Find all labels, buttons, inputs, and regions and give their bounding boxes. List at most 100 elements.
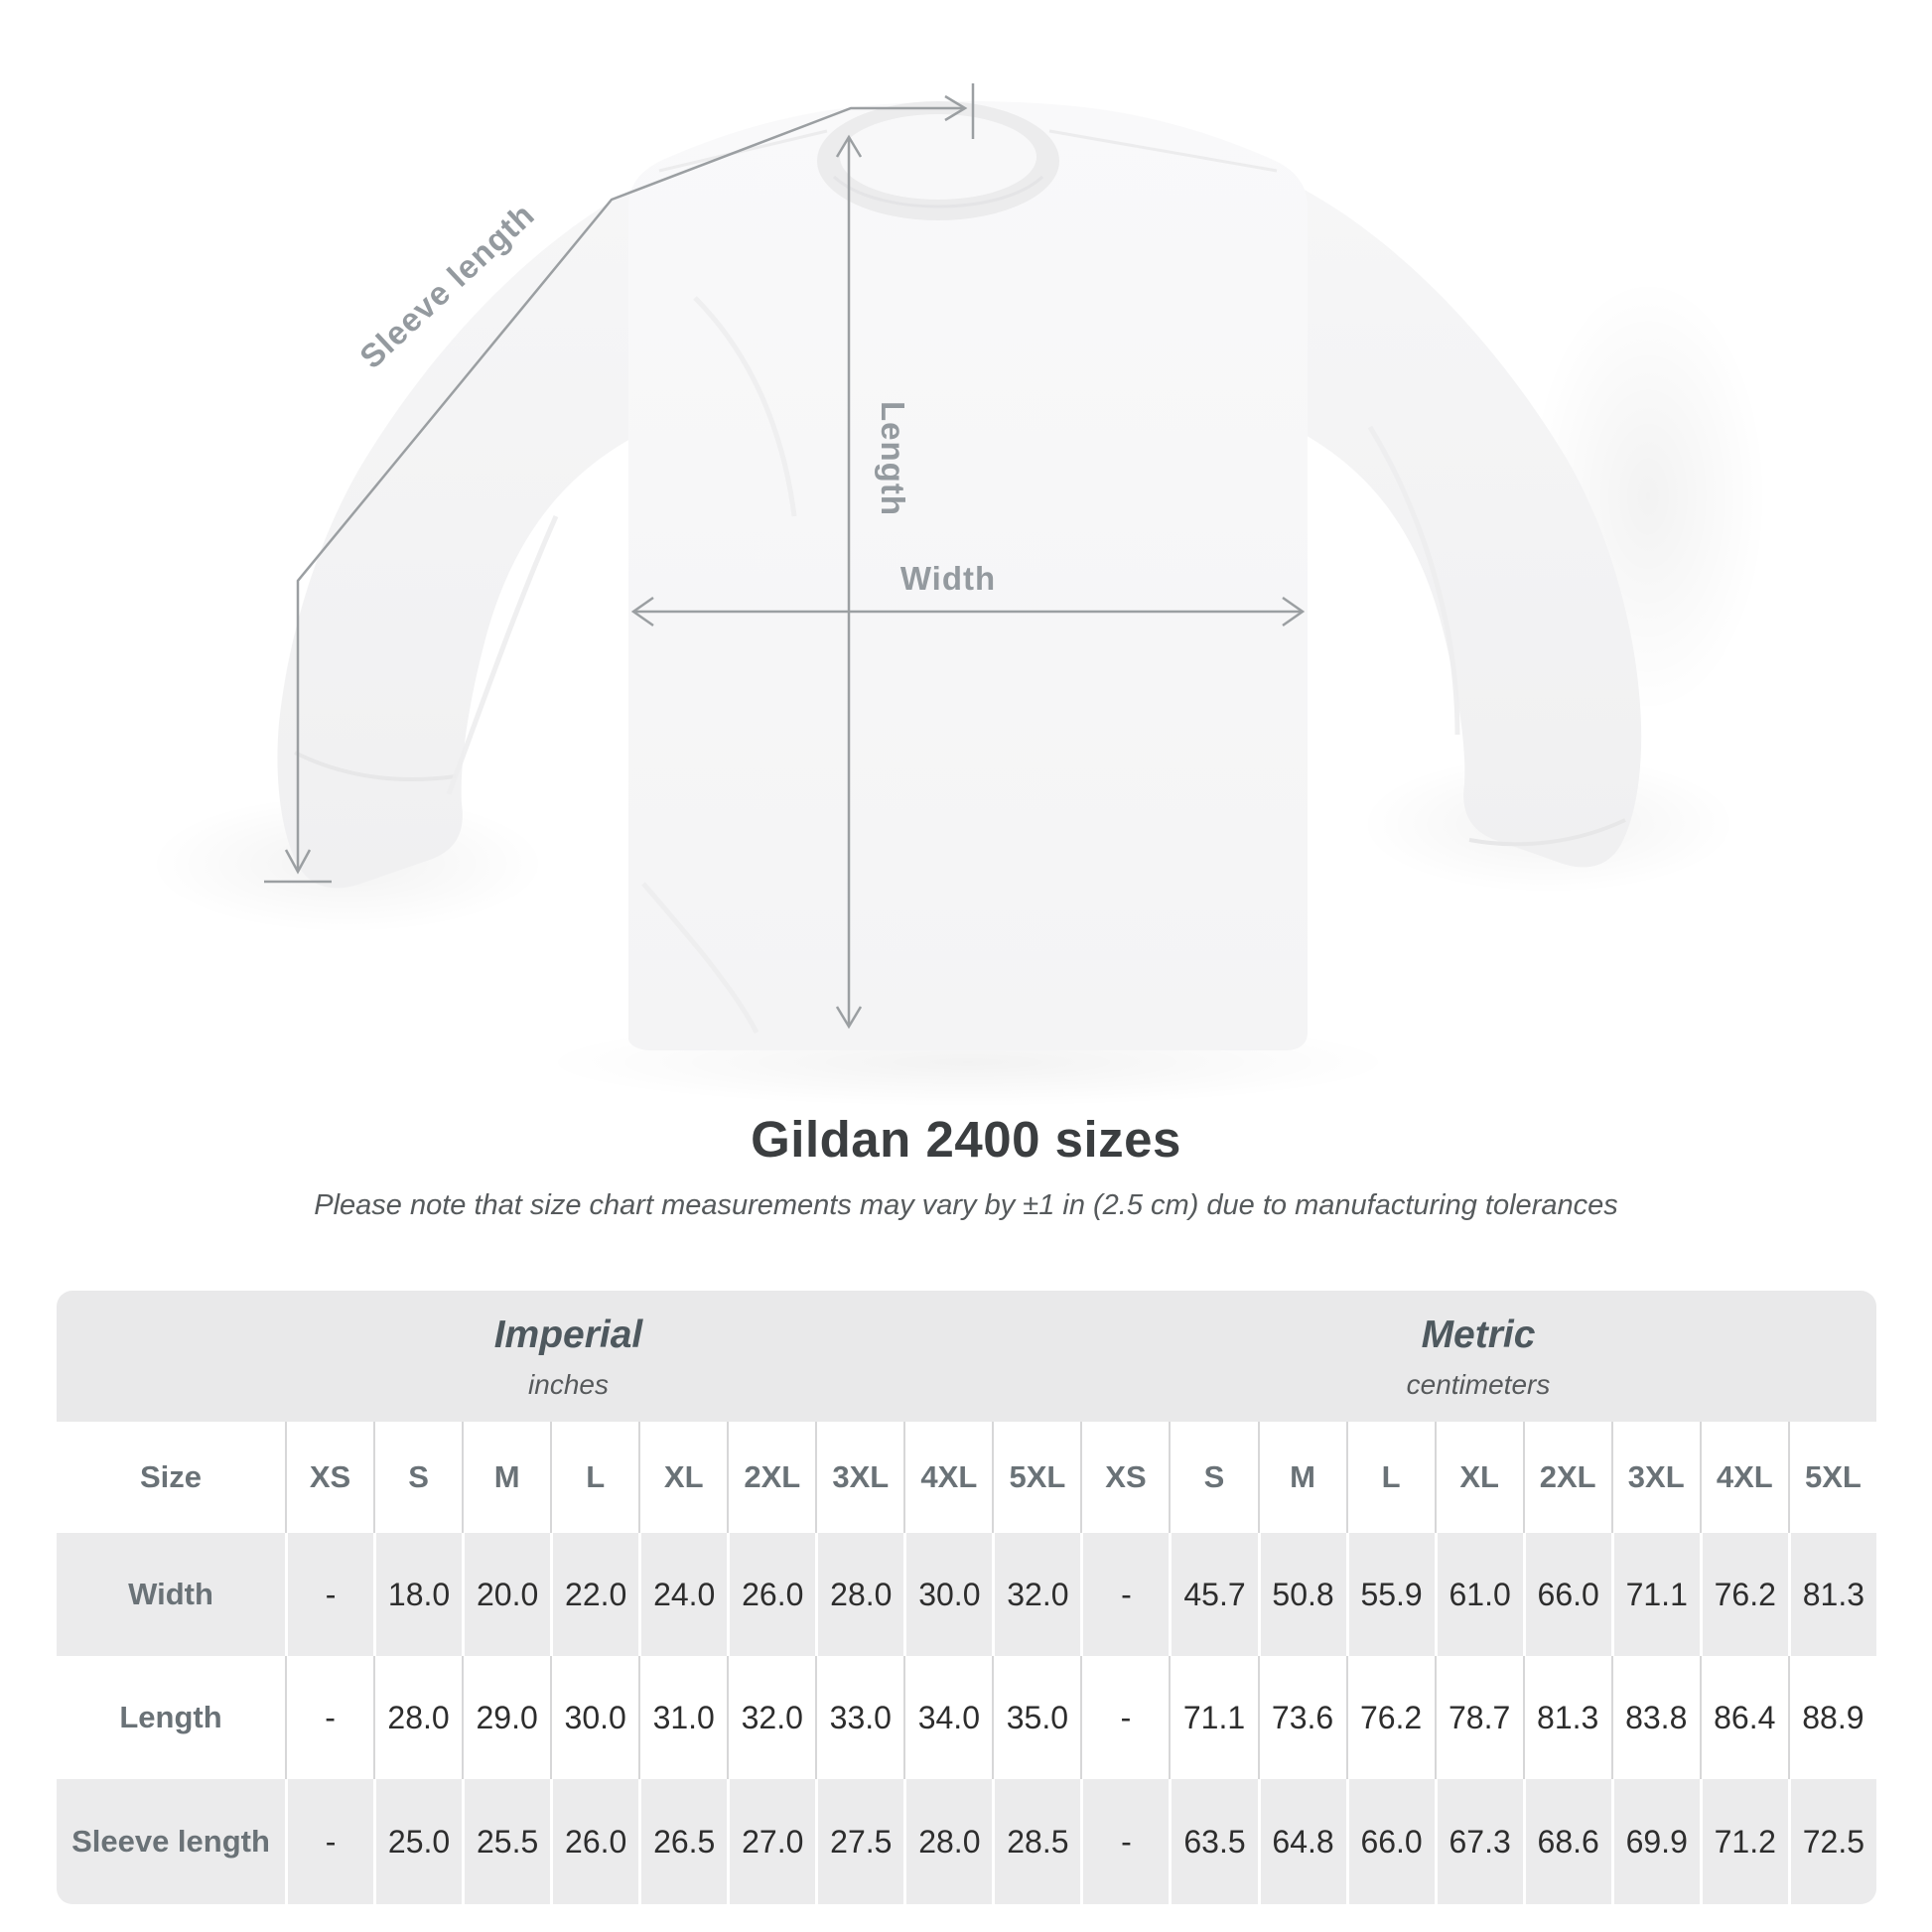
width-label: Width [900,560,996,597]
value-cell: 29.0 [462,1656,551,1779]
metric-header: Metric centimeters [1080,1291,1876,1422]
value-cell: 32.0 [992,1533,1081,1656]
measurements-table: Size XS S M L XL 2XL 3XL 4XL 5XL XS S M … [57,1422,1876,1904]
size-header-cell: S [1169,1422,1258,1533]
size-header-cell: 2XL [727,1422,816,1533]
size-header-cell: M [1257,1422,1346,1533]
value-cell: - [1080,1533,1170,1656]
page-title: Gildan 2400 sizes [751,1111,1181,1168]
value-cell: 69.9 [1610,1779,1700,1904]
value-cell: 71.1 [1169,1656,1258,1779]
size-header-cell: XL [638,1422,728,1533]
value-cell: 86.4 [1699,1656,1788,1779]
size-header-cell: XL [1434,1422,1523,1533]
left-cuff-seam [294,751,457,781]
value-cell: 28.0 [903,1779,993,1904]
tolerance-note: Please note that size chart measurements… [314,1189,1618,1221]
length-row: Length - 28.0 29.0 30.0 31.0 32.0 33.0 3… [57,1656,1876,1779]
unit-band: Imperial inches Metric centimeters [57,1291,1876,1422]
width-arrow [630,596,1306,627]
value-cell: 45.7 [1169,1533,1258,1656]
shoulder-seams [658,129,1278,173]
value-cell: 20.0 [462,1533,551,1656]
value-cell: 35.0 [992,1656,1081,1779]
size-header-cell: S [373,1422,463,1533]
value-cell: 26.0 [727,1533,816,1656]
value-cell: 73.6 [1257,1656,1346,1779]
size-table: Imperial inches Metric centimeters Size … [57,1291,1876,1904]
value-cell: 34.0 [903,1656,993,1779]
value-cell: 28.0 [815,1533,904,1656]
value-cell: 31.0 [638,1656,728,1779]
value-cell: 55.9 [1345,1533,1435,1656]
value-cell: - [1080,1779,1170,1904]
value-cell: 28.5 [992,1779,1081,1904]
value-cell: 83.8 [1610,1656,1700,1779]
value-cell: - [285,1779,374,1904]
value-cell: - [285,1533,374,1656]
value-cell: 68.6 [1522,1779,1611,1904]
imperial-label: Imperial [493,1313,643,1356]
length-label: Length [875,401,911,516]
value-cell: 76.2 [1699,1533,1788,1656]
value-cell: 72.5 [1787,1779,1876,1904]
value-cell: - [1080,1656,1170,1779]
value-cell: 33.0 [815,1656,904,1779]
width-row: Width - 18.0 20.0 22.0 24.0 26.0 28.0 30… [57,1533,1876,1656]
value-cell: 67.3 [1434,1779,1523,1904]
size-header-cell: M [462,1422,551,1533]
sleeve-length-arrow [264,83,975,884]
shirt-measurement-diagram: Sleeve length Length Width [149,83,1767,1107]
size-header-cell: 4XL [1699,1422,1788,1533]
value-cell: 32.0 [727,1656,816,1779]
measurement-annotations [264,83,1306,1030]
row-label: Sleeve length [57,1779,285,1904]
size-header-cell: 3XL [1610,1422,1700,1533]
value-cell: 22.0 [550,1533,639,1656]
size-header-cell: XS [285,1422,374,1533]
sleeve-length-row: Sleeve length - 25.0 25.5 26.0 26.5 27.0… [57,1779,1876,1904]
value-cell: 81.3 [1522,1656,1611,1779]
value-cell: 27.0 [727,1779,816,1904]
metric-sublabel: centimeters [1406,1369,1551,1400]
shirt-body [628,101,1308,1050]
value-cell: 26.5 [638,1779,728,1904]
length-arrow [835,134,863,1030]
value-cell: 71.1 [1610,1533,1700,1656]
imperial-sublabel: inches [528,1369,609,1400]
value-cell: 25.0 [373,1779,463,1904]
size-col-header: Size [57,1422,285,1533]
value-cell: 26.0 [550,1779,639,1904]
size-header-cell: L [550,1422,639,1533]
value-cell: 30.0 [903,1533,993,1656]
value-cell: 18.0 [373,1533,463,1656]
value-cell: 78.7 [1434,1656,1523,1779]
size-header-cell: 2XL [1522,1422,1611,1533]
shirt-right-sleeve [1279,177,1642,868]
value-cell: 71.2 [1699,1779,1788,1904]
value-cell: 28.0 [373,1656,463,1779]
imperial-header: Imperial inches [57,1291,1080,1422]
value-cell: 50.8 [1257,1533,1346,1656]
value-cell: 25.5 [462,1779,551,1904]
value-cell: 27.5 [815,1779,904,1904]
size-header-cell: 4XL [903,1422,993,1533]
shirt-left-sleeve [277,177,657,889]
size-header-cell: L [1345,1422,1435,1533]
value-cell: 24.0 [638,1533,728,1656]
size-header-cell: 3XL [815,1422,904,1533]
size-header-cell: 5XL [992,1422,1081,1533]
value-cell: 81.3 [1787,1533,1876,1656]
value-cell: - [285,1656,374,1779]
value-cell: 30.0 [550,1656,639,1779]
value-cell: 88.9 [1787,1656,1876,1779]
value-cell: 66.0 [1345,1779,1435,1904]
fabric-creases [446,296,1460,1035]
size-header-row: Size XS S M L XL 2XL 3XL 4XL 5XL XS S M … [57,1422,1876,1533]
size-header-cell: XS [1080,1422,1170,1533]
row-label: Width [57,1533,285,1656]
metric-label: Metric [1421,1313,1536,1356]
value-cell: 61.0 [1434,1533,1523,1656]
value-cell: 66.0 [1522,1533,1611,1656]
